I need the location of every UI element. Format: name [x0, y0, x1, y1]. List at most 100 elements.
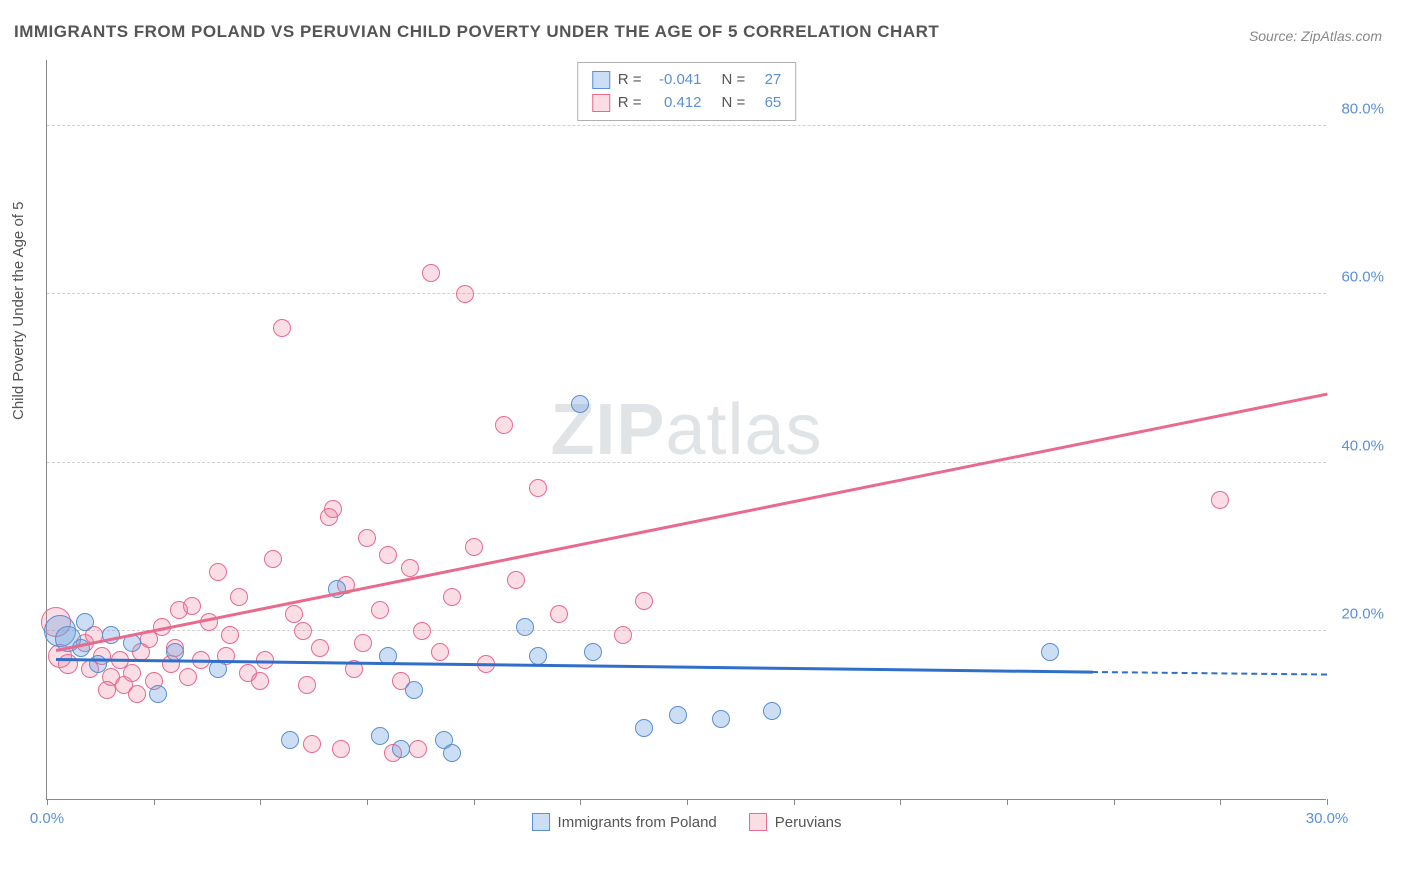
data-point-pink: [221, 626, 239, 644]
x-tick: [154, 799, 155, 805]
data-point-blue: [763, 702, 781, 720]
stats-legend: R = -0.041 N = 27 R = 0.412 N = 65: [577, 62, 797, 121]
swatch-blue-icon: [532, 813, 550, 831]
data-point-pink: [413, 622, 431, 640]
swatch-blue-icon: [592, 71, 610, 89]
data-point-pink: [456, 285, 474, 303]
trend-line-pink-solid: [55, 393, 1327, 652]
data-point-pink: [264, 550, 282, 568]
data-point-blue: [635, 719, 653, 737]
data-point-pink: [294, 622, 312, 640]
watermark-bold: ZIP: [550, 390, 665, 470]
data-point-pink: [285, 605, 303, 623]
data-point-blue: [516, 618, 534, 636]
legend-item-pink: Peruvians: [749, 813, 842, 831]
data-point-pink: [358, 529, 376, 547]
source-credit: Source: ZipAtlas.com: [1249, 28, 1382, 44]
data-point-blue: [584, 643, 602, 661]
y-tick-label: 20.0%: [1341, 605, 1384, 622]
r-label: R =: [618, 69, 642, 92]
data-point-blue: [669, 706, 687, 724]
data-point-pink: [495, 416, 513, 434]
data-point-pink: [614, 626, 632, 644]
x-tick: [474, 799, 475, 805]
data-point-pink: [324, 500, 342, 518]
data-point-pink: [311, 639, 329, 657]
stats-row-blue: R = -0.041 N = 27: [592, 69, 782, 92]
data-point-pink: [179, 668, 197, 686]
x-tick: [900, 799, 901, 805]
data-point-pink: [379, 546, 397, 564]
data-point-pink: [635, 592, 653, 610]
data-point-pink: [371, 601, 389, 619]
legend-item-blue: Immigrants from Poland: [532, 813, 717, 831]
data-point-pink: [443, 588, 461, 606]
x-tick: [1114, 799, 1115, 805]
data-point-pink: [507, 571, 525, 589]
data-point-pink: [273, 319, 291, 337]
y-tick-label: 40.0%: [1341, 437, 1384, 454]
r-value-pink: 0.412: [650, 92, 702, 115]
x-tick-label: 0.0%: [30, 810, 64, 827]
legend-label-blue: Immigrants from Poland: [558, 814, 717, 831]
swatch-pink-icon: [592, 94, 610, 112]
legend-label-pink: Peruvians: [775, 814, 842, 831]
data-point-pink: [1211, 491, 1229, 509]
trend-line-blue-solid: [1092, 671, 1327, 676]
data-point-pink: [529, 479, 547, 497]
x-tick: [47, 799, 48, 805]
x-tick: [580, 799, 581, 805]
data-point-pink: [431, 643, 449, 661]
x-tick: [260, 799, 261, 805]
data-point-pink: [465, 538, 483, 556]
grid-line: [47, 125, 1326, 126]
data-point-pink: [303, 735, 321, 753]
data-point-blue: [281, 731, 299, 749]
data-point-pink: [183, 597, 201, 615]
data-point-pink: [230, 588, 248, 606]
data-point-pink: [354, 634, 372, 652]
y-tick-label: 60.0%: [1341, 269, 1384, 286]
r-label: R =: [618, 92, 642, 115]
stats-row-pink: R = 0.412 N = 65: [592, 92, 782, 115]
source-name: ZipAtlas.com: [1301, 28, 1382, 44]
n-label: N =: [722, 92, 746, 115]
grid-line: [47, 293, 1326, 294]
data-point-pink: [209, 563, 227, 581]
x-tick: [1220, 799, 1221, 805]
data-point-blue: [712, 710, 730, 728]
n-label: N =: [722, 69, 746, 92]
data-point-blue: [571, 395, 589, 413]
watermark: ZIPatlas: [550, 389, 822, 471]
data-point-pink: [251, 672, 269, 690]
x-tick-label: 30.0%: [1306, 810, 1349, 827]
data-point-pink: [422, 264, 440, 282]
data-point-blue: [371, 727, 389, 745]
n-value-pink: 65: [753, 92, 781, 115]
data-point-pink: [401, 559, 419, 577]
data-point-pink: [550, 605, 568, 623]
x-tick: [1007, 799, 1008, 805]
y-axis-label: Child Poverty Under the Age of 5: [10, 202, 27, 420]
data-point-pink: [298, 676, 316, 694]
data-point-pink: [409, 740, 427, 758]
swatch-pink-icon: [749, 813, 767, 831]
data-point-blue: [1041, 643, 1059, 661]
data-point-pink: [123, 664, 141, 682]
data-point-blue: [149, 685, 167, 703]
x-tick: [1327, 799, 1328, 805]
data-point-blue: [405, 681, 423, 699]
bottom-legend: Immigrants from Poland Peruvians: [532, 813, 842, 831]
grid-line: [47, 462, 1326, 463]
x-tick: [367, 799, 368, 805]
data-point-pink: [332, 740, 350, 758]
data-point-blue: [443, 744, 461, 762]
watermark-light: atlas: [665, 390, 822, 470]
data-point-blue: [166, 643, 184, 661]
grid-line: [47, 630, 1326, 631]
data-point-blue: [529, 647, 547, 665]
data-point-blue: [76, 613, 94, 631]
plot-area: ZIPatlas R = -0.041 N = 27 R = 0.412 N =…: [46, 60, 1326, 800]
chart-title: IMMIGRANTS FROM POLAND VS PERUVIAN CHILD…: [14, 22, 939, 42]
data-point-blue: [392, 740, 410, 758]
